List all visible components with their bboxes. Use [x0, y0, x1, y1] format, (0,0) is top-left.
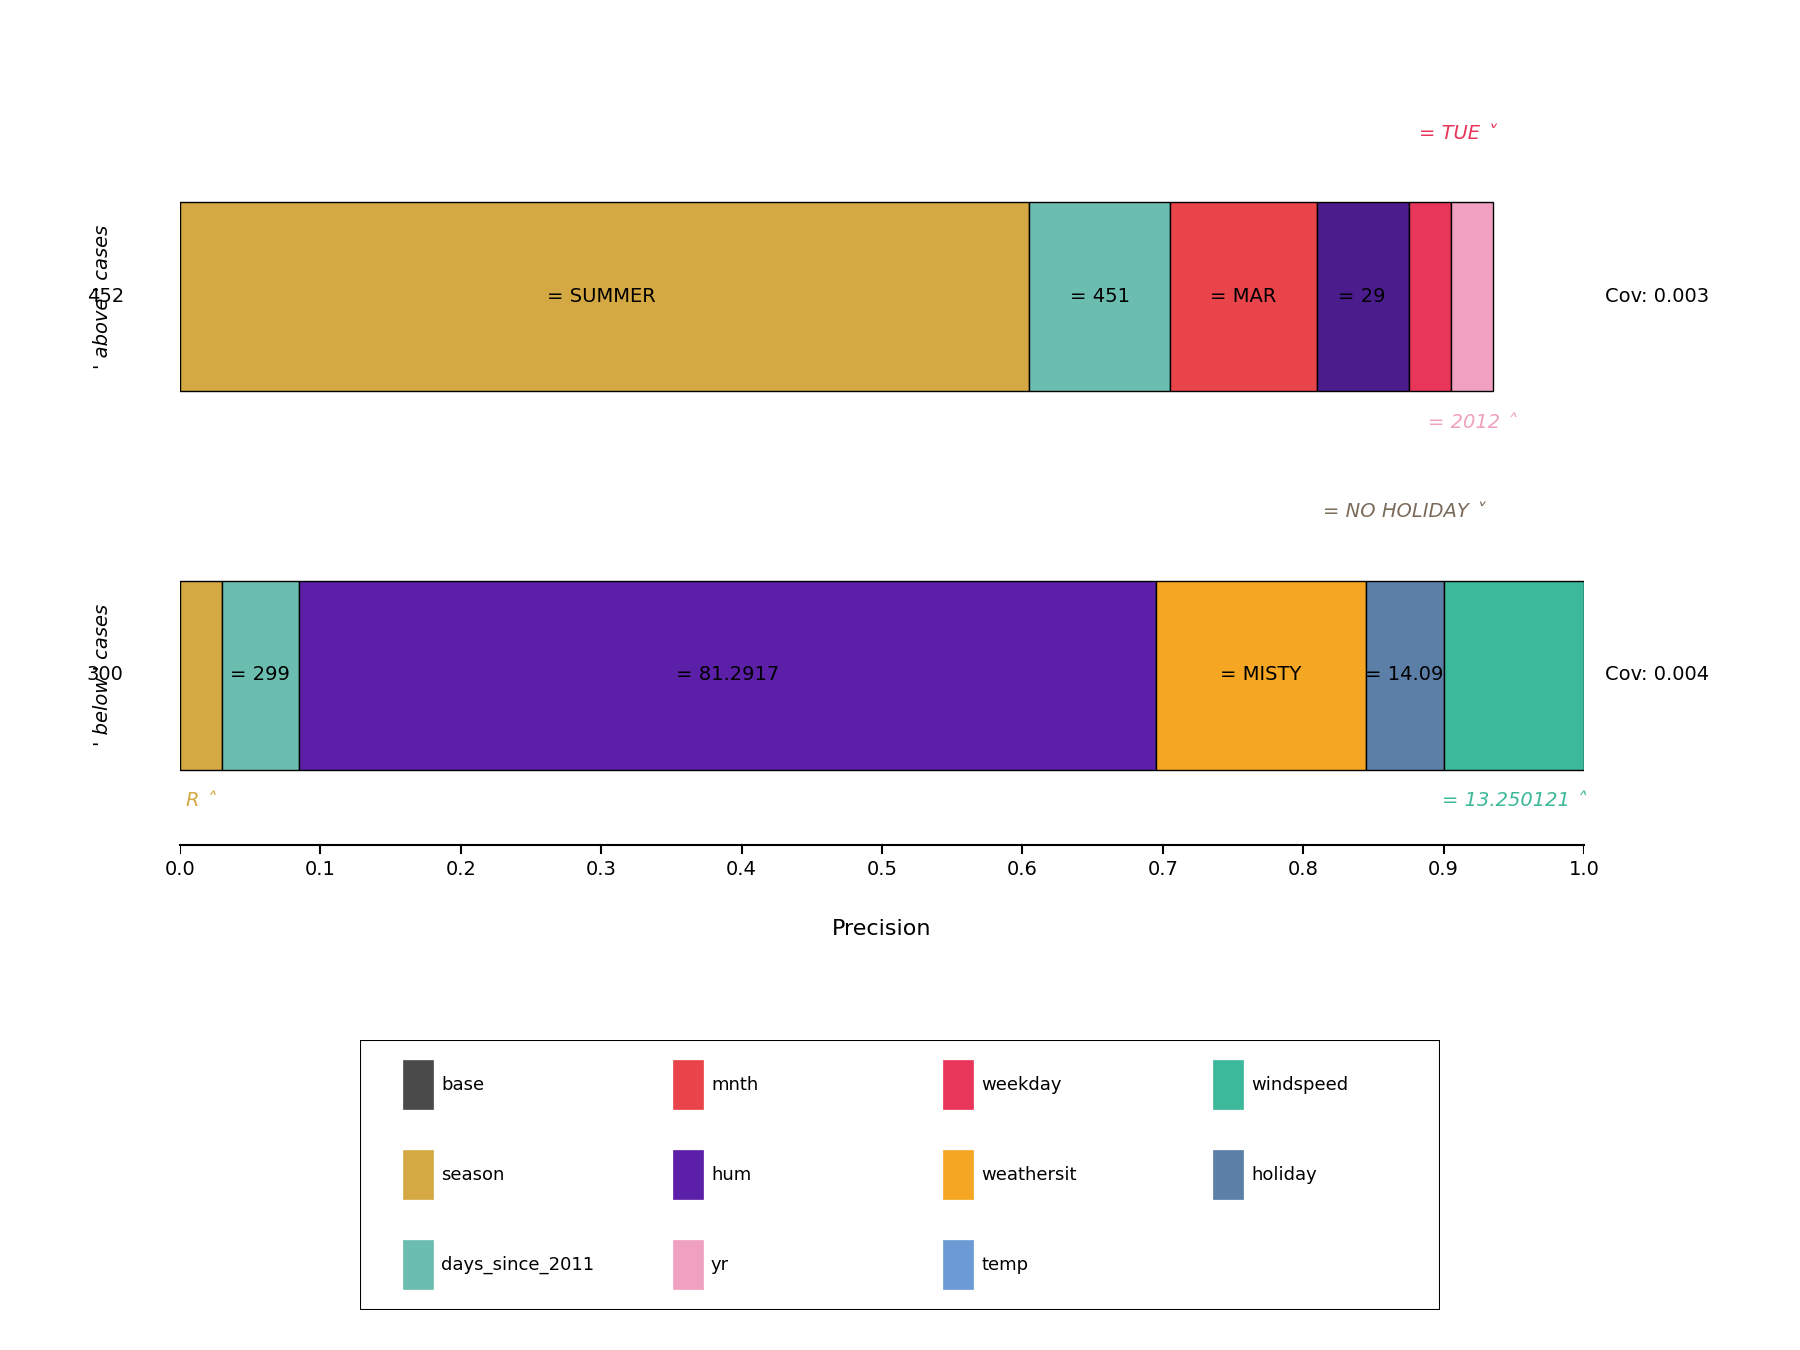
Text: 0.6: 0.6	[1006, 860, 1039, 879]
Bar	[1444, 580, 1584, 770]
Text: hum: hum	[711, 1165, 751, 1184]
Bar	[673, 1150, 704, 1199]
Text: days_since_2011: days_since_2011	[441, 1256, 594, 1273]
Text: ' above ' cases: ' above ' cases	[94, 225, 112, 369]
Bar	[1030, 202, 1170, 392]
Bar	[403, 1241, 434, 1289]
Text: = NO HOLIDAY ˅: = NO HOLIDAY ˅	[1323, 502, 1485, 521]
Text: = MAR: = MAR	[1210, 288, 1276, 306]
Bar	[943, 1241, 974, 1289]
Text: = 2012 ˄: = 2012 ˄	[1427, 413, 1516, 432]
Bar	[1213, 1150, 1244, 1199]
Bar	[403, 1150, 434, 1199]
Bar	[1318, 202, 1408, 392]
Text: = 13.250121 ˄: = 13.250121 ˄	[1442, 791, 1586, 810]
Text: 1.0: 1.0	[1568, 860, 1600, 879]
Bar	[1451, 202, 1492, 392]
Text: = 29: = 29	[1339, 288, 1386, 306]
Bar	[1408, 202, 1451, 392]
Text: 452: 452	[86, 288, 124, 306]
Text: temp: temp	[981, 1256, 1028, 1273]
Text: 0.7: 0.7	[1147, 860, 1179, 879]
Text: 0.0: 0.0	[164, 860, 196, 879]
Text: Cov: 0.003: Cov: 0.003	[1606, 288, 1710, 306]
Bar	[1170, 202, 1318, 392]
Text: 0.2: 0.2	[445, 860, 477, 879]
Text: 300: 300	[86, 666, 124, 684]
Text: Precision: Precision	[832, 919, 932, 940]
Text: = TUE ˅: = TUE ˅	[1418, 124, 1496, 143]
Bar	[1366, 580, 1444, 770]
Text: 0.5: 0.5	[866, 860, 898, 879]
Text: yr: yr	[711, 1256, 729, 1273]
Text: 0.8: 0.8	[1287, 860, 1319, 879]
Text: = SUMMER: = SUMMER	[547, 288, 655, 306]
Bar	[299, 580, 1156, 770]
Text: = 451: = 451	[1069, 288, 1130, 306]
Text: windspeed: windspeed	[1251, 1076, 1348, 1094]
Text: = 14.09: = 14.09	[1364, 666, 1444, 684]
Text: = 299: = 299	[230, 666, 290, 684]
Text: weathersit: weathersit	[981, 1165, 1076, 1184]
Text: 0.3: 0.3	[585, 860, 617, 879]
Text: = 81.2917: = 81.2917	[677, 666, 779, 684]
Text: season: season	[441, 1165, 504, 1184]
Bar	[221, 580, 299, 770]
Text: Cov: 0.004: Cov: 0.004	[1606, 666, 1710, 684]
Bar	[943, 1060, 974, 1108]
Bar	[673, 1060, 704, 1108]
Text: holiday: holiday	[1251, 1165, 1318, 1184]
Bar	[180, 580, 221, 770]
Text: mnth: mnth	[711, 1076, 758, 1094]
Bar	[943, 1150, 974, 1199]
Bar	[1213, 1060, 1244, 1108]
Text: ' below ' cases: ' below ' cases	[94, 603, 112, 747]
Bar	[403, 1060, 434, 1108]
Text: 0.1: 0.1	[304, 860, 337, 879]
Bar	[673, 1241, 704, 1289]
Text: weekday: weekday	[981, 1076, 1062, 1094]
Text: 0.4: 0.4	[725, 860, 758, 879]
Bar	[1156, 580, 1366, 770]
Bar	[180, 202, 1030, 392]
Text: = MISTY: = MISTY	[1220, 666, 1301, 684]
Text: 0.9: 0.9	[1427, 860, 1460, 879]
Text: base: base	[441, 1076, 484, 1094]
Text: R ˄: R ˄	[187, 791, 216, 810]
